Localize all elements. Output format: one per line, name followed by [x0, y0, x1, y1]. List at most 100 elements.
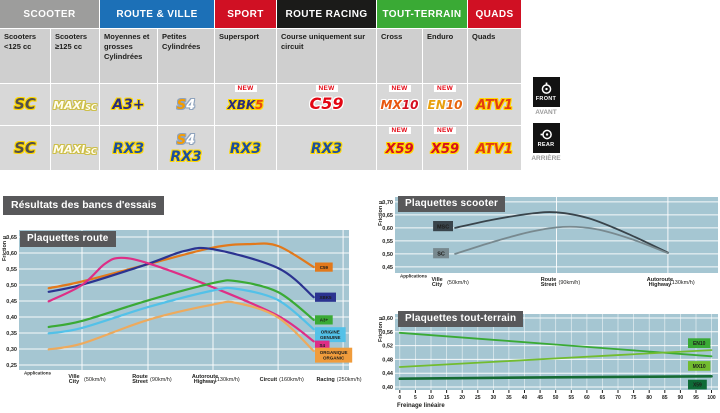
atv1-logo: ATV1 [476, 141, 513, 157]
y-tick-label: 0,60 [6, 251, 17, 257]
x-axis-title: Freinage linéaire [397, 403, 445, 409]
series-label-text: ORIGINE [321, 329, 340, 334]
series-label-xbk5 [315, 292, 336, 302]
series-line-msc [454, 211, 669, 254]
y-tick-label: 0,60 [382, 316, 393, 322]
series-label-msc [433, 221, 453, 232]
y-tick-label: 0,45 [382, 265, 393, 271]
x-axis-label: Highway [649, 282, 673, 288]
brake-disc-icon [541, 82, 551, 94]
series-label-text: SC [437, 251, 445, 257]
series-line-s4 [47, 256, 315, 343]
front-product-cell-maxi-sc: MAXISC [51, 84, 99, 125]
y-tick-label: 0,55 [6, 267, 17, 273]
series-label-x59 [688, 379, 707, 390]
x-axis-label-suffix: (90km/h) [150, 377, 172, 383]
series-label-text: S4 [320, 343, 326, 348]
rear-product-cell-x59: NEW X59 [423, 126, 467, 170]
x-axis-label-suffix: (250km/h) [337, 377, 362, 383]
series-line-sc [454, 225, 669, 255]
rear-product-cell-rx3: RX3 [277, 126, 376, 170]
y-tick-label: 0,44 [382, 371, 394, 377]
y-tick-label: 0,55 [382, 239, 393, 245]
series-line-organique-organic [47, 300, 315, 353]
y-tick-label: 0,48 [382, 357, 393, 363]
s4-rx3-logo: RX3 [170, 149, 202, 165]
x-axis-label-suffix: (50km/h) [447, 280, 469, 286]
subheader-3: Petites Cylindrées [158, 29, 214, 83]
applications-label: Applications [400, 274, 427, 279]
x-tick-label: 0 [398, 395, 401, 401]
y-tick-label: 0,56 [382, 330, 393, 336]
front-axle-indicator: FRONT AVANT [529, 77, 563, 116]
x-axis-label: Street [541, 282, 557, 288]
y-tick-label: 0,40 [382, 385, 393, 391]
new-badge: NEW [433, 85, 457, 92]
x-axis-label: Circuit [260, 377, 278, 383]
rx3-logo: RX3 [229, 140, 262, 157]
x-axis-label: Highway [194, 379, 218, 385]
front-product-cell-s4: S4 [158, 84, 214, 125]
x-tick-label: 15 [444, 395, 450, 401]
series-label-mx10 [688, 361, 711, 371]
x-axis-label: Racing [316, 377, 334, 383]
y-tick-label: 0,50 [382, 252, 393, 258]
series-line-origine-genuine [47, 286, 315, 335]
chart-tout-terrain-title: Plaquettes tout-terrain [398, 311, 524, 327]
rear-product-cell-sc: SC [0, 126, 50, 170]
x-tick-label: 5 [414, 395, 417, 401]
group-header-5: QUADS [468, 0, 521, 28]
front-product-cell-xbk5: NEW XBK5 [215, 84, 276, 125]
chart-route: 0,65 0,60 0,55 0,50 0,45 0,40 0,35 0,30 0,25 C59 X… [0, 222, 366, 413]
front-label: FRONT [535, 96, 557, 102]
a3--logo: A3+ [112, 97, 145, 114]
sc-logo: SC [14, 95, 36, 114]
y-tick-label: 0,60 [382, 226, 393, 232]
series-label-text: A3+ [320, 318, 329, 323]
x-tick-label: 30 [491, 395, 497, 401]
x-axis-label: Ville [431, 277, 442, 283]
series-line-c59 [47, 242, 315, 290]
x-tick-label: 85 [662, 395, 668, 401]
group-header-1: ROUTE & VILLE [100, 0, 214, 28]
applications-label: Applications [24, 371, 51, 376]
rear-label-fr: ARRIÈRE [531, 155, 561, 162]
x-tick-label: 80 [646, 395, 652, 401]
x-axis-label-suffix: (160km/h) [279, 377, 304, 383]
series-label-text: C59 [320, 265, 329, 270]
rear-product-cell-x59: NEW X59 [377, 126, 422, 170]
front-product-cell-sc: SC [0, 84, 50, 125]
rear-label: REAR [537, 142, 555, 148]
group-header-4: TOUT-TERRAIN [377, 0, 467, 28]
x-tick-label: 65 [600, 395, 606, 401]
y-tick-label: 0,35 [6, 331, 17, 337]
x-tick-label: 10 [428, 395, 434, 401]
series-label-text: ORGANIC [323, 356, 345, 361]
maxi-sc-logo: MAXISC [53, 142, 97, 156]
series-label-text: MX10 [693, 364, 706, 370]
x-tick-label: 20 [459, 395, 465, 401]
subheader-6: Cross [377, 29, 422, 83]
x-tick-label: 60 [584, 395, 590, 401]
subheader-0: Scooters <125 cc [0, 29, 50, 83]
series-label-sc [433, 248, 449, 259]
c59-logo: C59 [309, 94, 344, 114]
series-label-s4 [315, 340, 330, 350]
y-tick-label: 0,70 [382, 200, 393, 206]
x-tick-label: 90 [678, 395, 684, 401]
rx3-logo: RX3 [310, 140, 343, 157]
rx3-logo: RX3 [112, 140, 145, 157]
x-axis-label-suffix: (130km/h) [215, 377, 240, 383]
rear-product-cell-rx3: RX3 [215, 126, 276, 170]
x-tick-label: 100 [707, 395, 716, 401]
y-axis-title: Friction µ [378, 317, 384, 342]
front-product-cell-atv1: ATV1 [468, 84, 521, 125]
series-label-text: EN10 [693, 341, 706, 347]
x-axis-label: Ville [68, 374, 79, 380]
front-product-cell-c59: NEW C59 [277, 84, 376, 125]
y-tick-label: 0,25 [6, 363, 17, 369]
x59-logo: X59 [385, 141, 414, 157]
series-label-text: MSC [437, 224, 449, 230]
x-tick-label: 50 [553, 395, 559, 401]
